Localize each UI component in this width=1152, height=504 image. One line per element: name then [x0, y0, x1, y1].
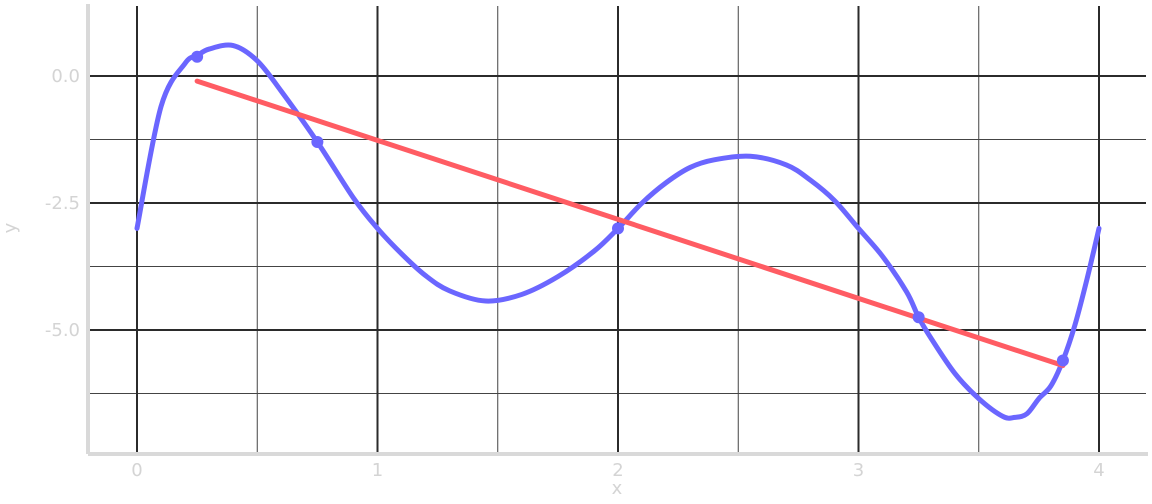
data-point: [311, 136, 324, 149]
data-point: [912, 311, 925, 324]
axes: [86, 4, 1148, 456]
y-tick-label: 0.0: [51, 66, 80, 87]
fit-line: [194, 78, 1066, 369]
y-tick-label: -5.0: [45, 320, 80, 341]
x-tick-label: 1: [372, 460, 383, 481]
x-tick-label: 0: [131, 460, 142, 481]
x-tick-label: 4: [1093, 460, 1104, 481]
data-point: [191, 50, 204, 63]
x-tick-label: 3: [853, 460, 864, 481]
data-point: [1056, 354, 1069, 367]
y-axis-title: y: [0, 222, 21, 233]
y-tick-label: -2.5: [45, 193, 80, 214]
x-tick-label: 2: [612, 460, 623, 481]
tick-labels: 0 1 2 3 4 0.0 -2.5 -5.0: [45, 66, 1105, 481]
x-axis-title: x: [612, 478, 623, 499]
curve-series-line: [134, 42, 1102, 421]
data-point: [612, 222, 624, 235]
plot-area: [134, 42, 1102, 421]
grid-major: [90, 6, 1146, 452]
